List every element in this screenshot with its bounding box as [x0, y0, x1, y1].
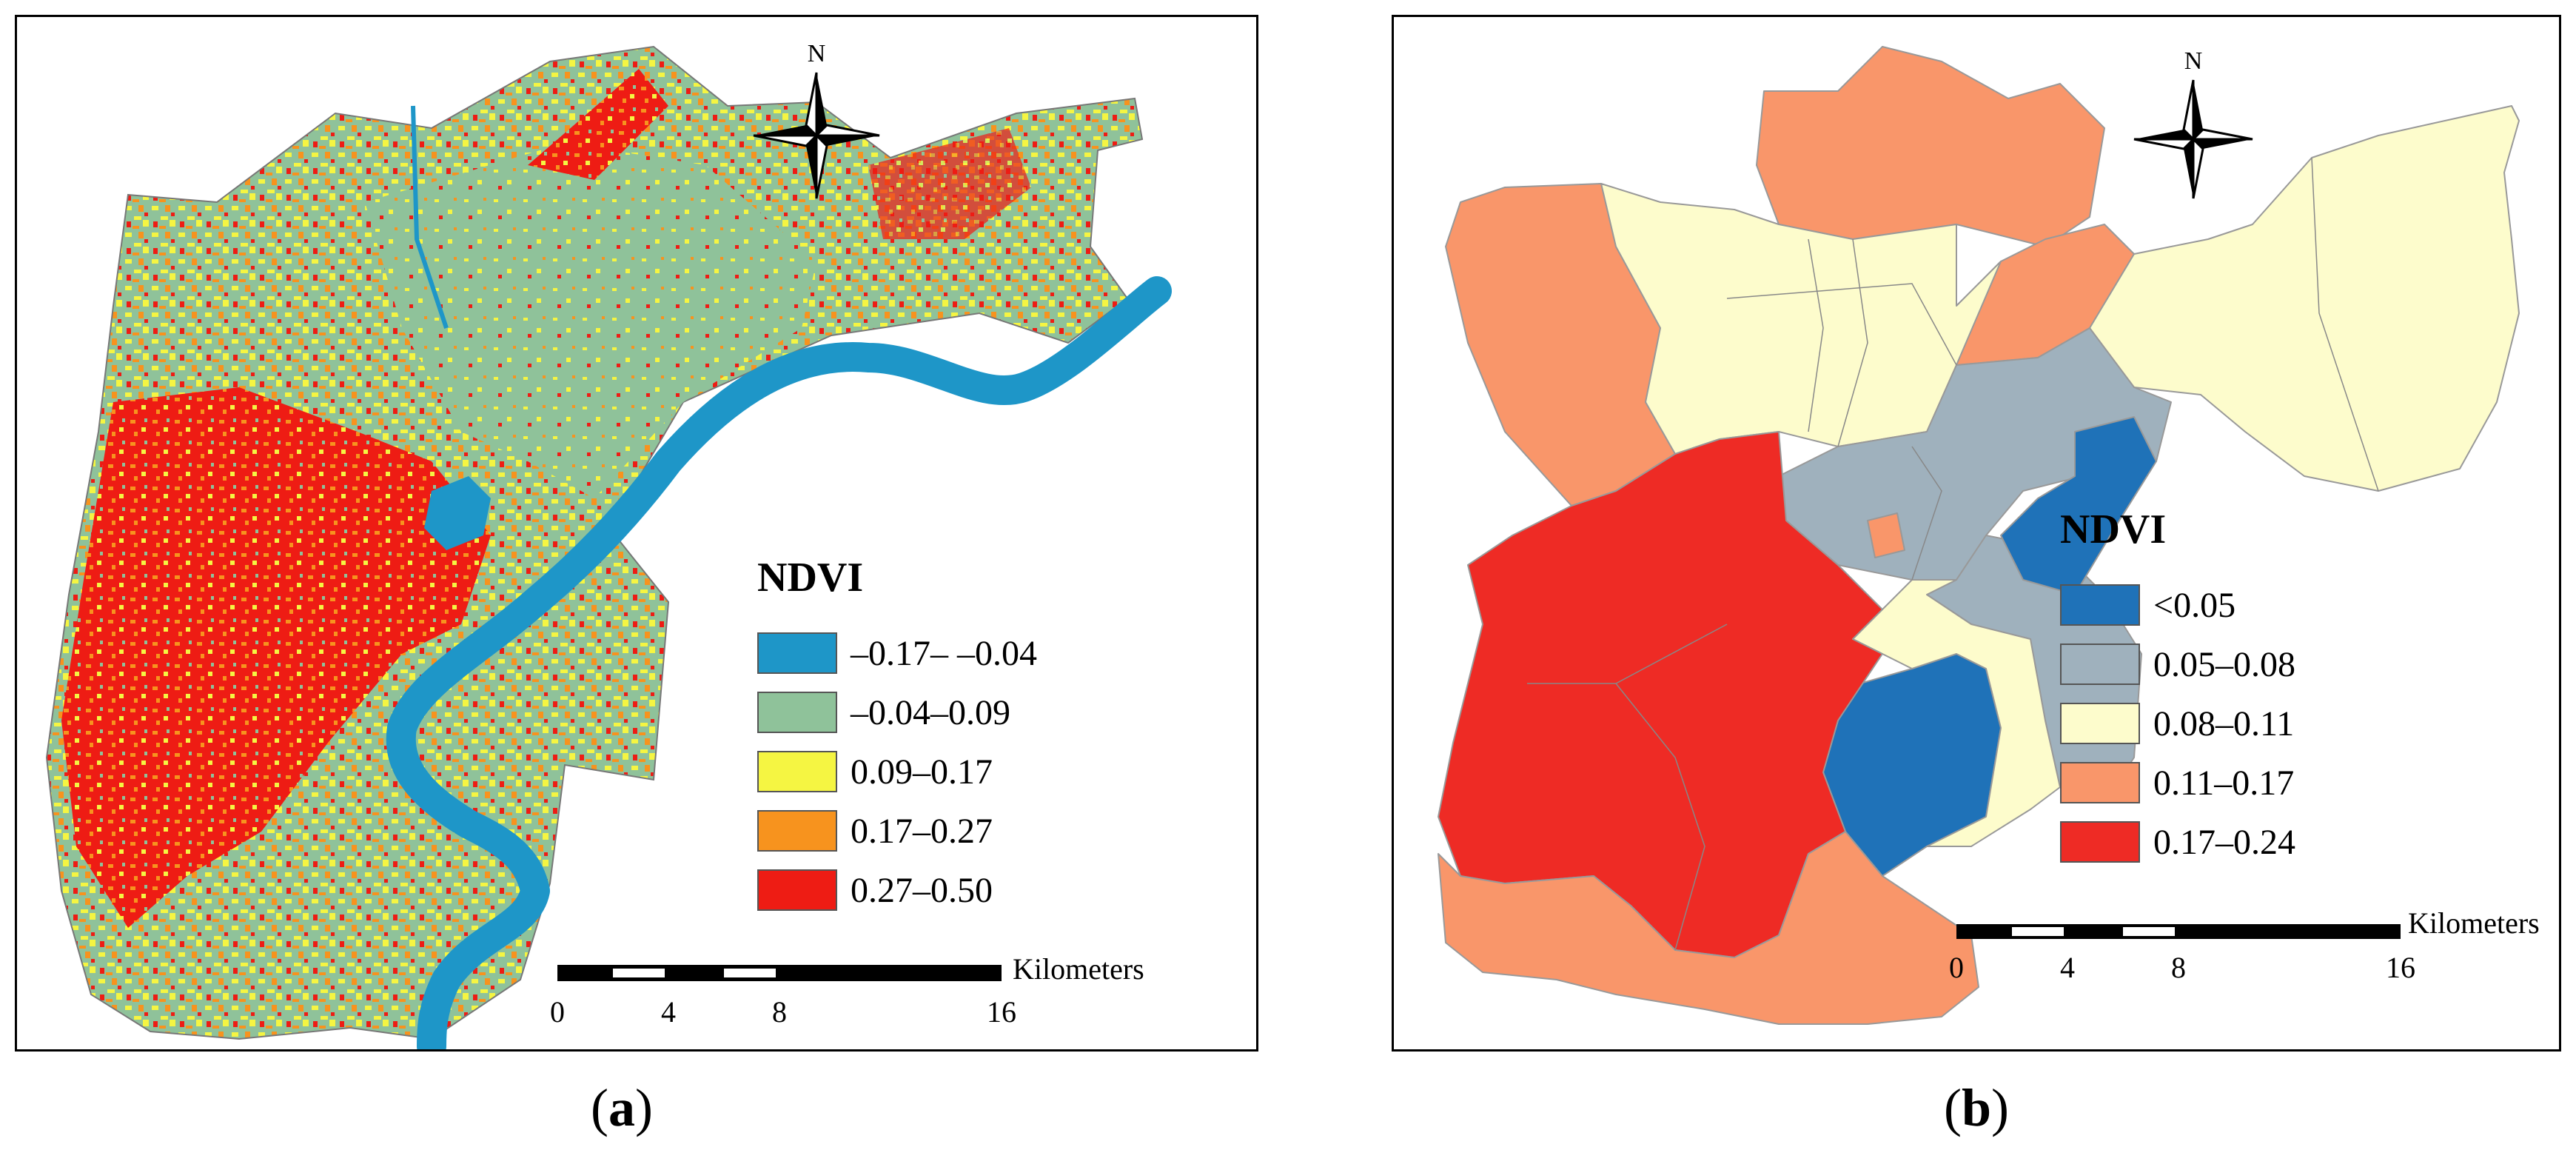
legend-swatch — [757, 632, 837, 674]
scale-tick-8: 8 — [2171, 951, 2186, 984]
legend-swatch — [2060, 762, 2140, 803]
scale-tick-16: 16 — [987, 995, 1016, 1029]
map-panel-a: N NDVI –0.17– –0.04 –0.04–0.09 0.09–0.17… — [15, 15, 1258, 1052]
district-s-orange — [1438, 831, 1979, 1025]
scale-tick-16: 16 — [2386, 951, 2415, 984]
legend-label: <0.05 — [2153, 585, 2236, 625]
north-label: N — [2184, 47, 2203, 75]
scale-tick-4: 4 — [2060, 951, 2075, 984]
scale-bar-a — [557, 965, 1002, 981]
river-a — [386, 276, 1172, 1049]
legend-swatch — [757, 692, 837, 733]
legend-item-a-1: –0.04–0.09 — [757, 683, 1037, 742]
legend-a: NDVI –0.17– –0.04 –0.04–0.09 0.09–0.17 0… — [757, 554, 1037, 920]
caption-letter: b — [1961, 1078, 1992, 1137]
legend-swatch — [2060, 584, 2140, 626]
legend-label: 0.17–0.24 — [2153, 822, 2295, 862]
legend-label: 0.08–0.11 — [2153, 703, 2295, 743]
forest-patch-north-a — [528, 69, 668, 180]
farmland-east-a — [868, 128, 1031, 239]
legend-label: 0.11–0.17 — [2153, 763, 2295, 803]
canal-a — [411, 105, 449, 329]
subdistrict-borders — [1527, 157, 2379, 951]
caption-letter: a — [608, 1078, 635, 1137]
ndvi-district-map: N — [1438, 46, 2520, 1025]
north-arrow-icon — [753, 72, 880, 199]
legend-b: NDVI <0.05 0.05–0.08 0.08–0.11 0.11–0.17… — [2060, 506, 2295, 872]
legend-title-b: NDVI — [2060, 507, 2167, 552]
scale-unit-b: Kilometers — [2408, 906, 2540, 940]
legend-swatch — [2060, 821, 2140, 863]
scale-tick-4: 4 — [661, 995, 676, 1029]
ndvi-raster-map: N — [45, 40, 1172, 1049]
legend-item-b-2: 0.08–0.11 — [2060, 694, 2295, 753]
scale-tick-8: 8 — [772, 995, 787, 1029]
caption-b: (b) — [1943, 1078, 2010, 1137]
legend-title-a: NDVI — [757, 555, 864, 601]
legend-item-a-2: 0.09–0.17 — [757, 742, 1037, 801]
legend-swatch — [757, 751, 837, 792]
scale-tick-0: 0 — [550, 995, 565, 1029]
district-n-orange — [1756, 46, 2105, 247]
legend-label: 0.05–0.08 — [2153, 644, 2295, 684]
legend-swatch — [2060, 643, 2140, 685]
legend-item-b-3: 0.11–0.17 — [2060, 753, 2295, 812]
lake-a — [424, 476, 491, 550]
legend-swatch — [757, 869, 837, 911]
legend-item-b-0: <0.05 — [2060, 575, 2295, 635]
legend-label: 0.09–0.17 — [851, 752, 993, 792]
legend-item-b-1: 0.05–0.08 — [2060, 635, 2295, 694]
north-arrow-icon — [2133, 79, 2253, 199]
caption-a: (a) — [591, 1078, 653, 1137]
legend-item-a-3: 0.17–0.27 — [757, 801, 1037, 860]
legend-item-a-4: 0.27–0.50 — [757, 860, 1037, 920]
legend-label: –0.04–0.09 — [851, 692, 1010, 732]
scale-tick-0: 0 — [1949, 951, 1964, 984]
legend-swatch — [757, 810, 837, 852]
legend-swatch — [2060, 703, 2140, 744]
scale-unit-a: Kilometers — [1013, 952, 1144, 986]
legend-label: 0.27–0.50 — [851, 870, 993, 910]
district-e-yellow — [2089, 105, 2520, 492]
map-panel-b: N NDVI <0.05 0.05–0.08 0.08–0.11 0.11–0.… — [1392, 15, 2561, 1052]
north-label: N — [808, 40, 826, 67]
district-small-orange — [1867, 512, 1905, 558]
legend-label: –0.17– –0.04 — [851, 633, 1037, 673]
district-east-blue — [2000, 416, 2157, 595]
legend-label: 0.17–0.27 — [851, 811, 993, 851]
legend-item-b-4: 0.17–0.24 — [2060, 812, 2295, 872]
legend-item-a-0: –0.17– –0.04 — [757, 624, 1037, 683]
scale-bar-b — [1956, 924, 2401, 939]
forest-hills-a — [61, 387, 491, 928]
urban-core-a — [365, 143, 816, 498]
